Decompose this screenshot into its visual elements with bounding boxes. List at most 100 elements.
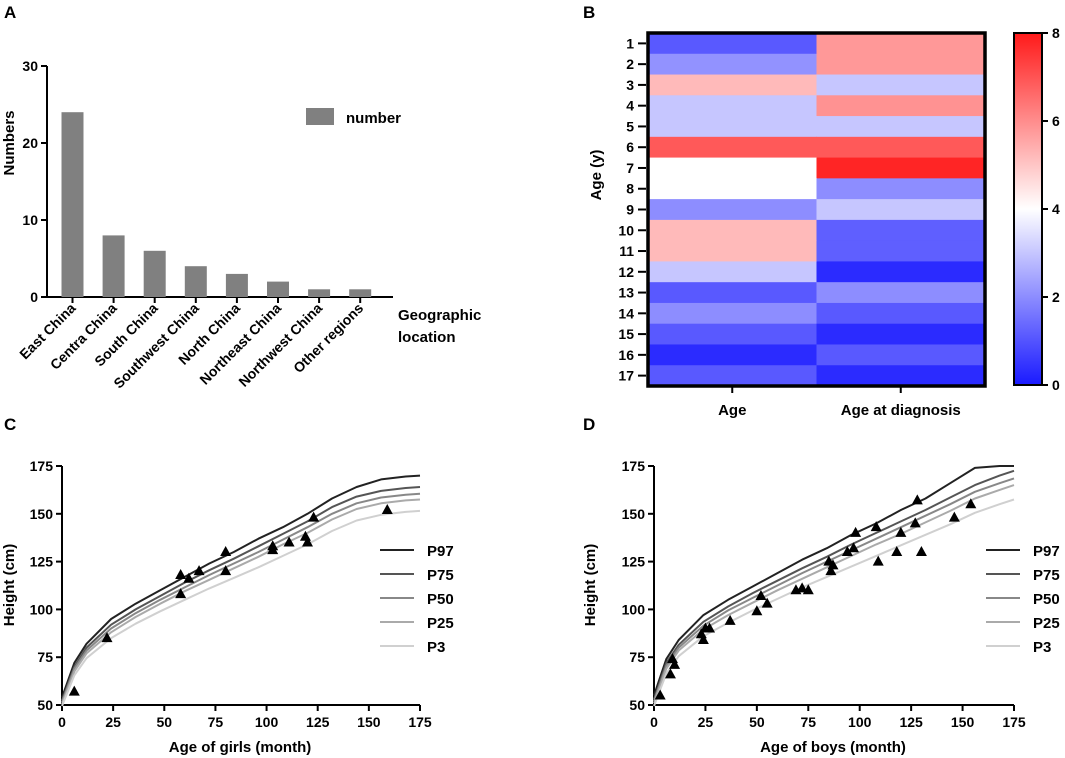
panel-c-data-point — [175, 588, 187, 599]
panel-d-data-point — [724, 614, 736, 625]
panel-b-heatmap-cell — [648, 219, 817, 242]
panel-b-heatmap-cell — [816, 344, 986, 366]
panel-c-data-point — [175, 568, 187, 579]
panel-c-y-tick-label: 75 — [37, 649, 53, 665]
panel-c-data-point — [101, 632, 113, 643]
panel-b-heatmap-cell — [648, 74, 817, 96]
panel-d-y-tick-label: 75 — [629, 649, 645, 665]
panel-d-y-tick-label: 150 — [622, 506, 646, 522]
panel-a-y-tick-label: 10 — [22, 212, 38, 228]
panel-b-heatmap-cell — [816, 136, 986, 159]
panel-c-data-point — [183, 572, 195, 583]
panel-b-row-label: 14 — [618, 305, 634, 321]
panel-c-legend-label-p50: P50 — [427, 591, 454, 608]
panel-b-row-label: 6 — [626, 139, 634, 155]
panel-d-data-point — [965, 498, 977, 509]
panel-c-data-point — [193, 565, 205, 576]
panel-d-data-point — [761, 597, 773, 608]
panel-a-bar — [308, 289, 331, 297]
panel-b-heatmap-cell — [648, 344, 817, 366]
panel-b-colorbar-tick-label: 8 — [1052, 25, 1060, 41]
panel-b-heatmap-cell — [648, 116, 817, 138]
panel-c-x-tick-label: 50 — [156, 714, 172, 730]
panel-a-legend-label: number — [346, 110, 401, 127]
panel-b-heatmap-cell — [816, 157, 986, 179]
panel-d-legend-label-p75: P75 — [1033, 567, 1060, 584]
panel-b-colorbar-ticks: 0 2 4 6 8 — [1042, 25, 1060, 393]
panel-d-y-tick-label: 100 — [622, 601, 646, 617]
panel-d-data-point — [802, 584, 814, 595]
panel-a-y-tick-label: 20 — [22, 135, 38, 151]
panel-d-plot: 50 75 100 125 150 175 0 25 50 75 100 125 150 175 P97 P7… — [622, 458, 1060, 730]
panel-c-legend-label-p75: P75 — [427, 567, 454, 584]
panel-b-row-label: 3 — [626, 77, 634, 93]
panel-c-data-point — [68, 685, 80, 696]
panel-c-line-p50 — [61, 492, 421, 703]
panel-d-y-tick-label: 175 — [622, 458, 646, 474]
panel-d-line-p75 — [653, 469, 1015, 700]
panel-b-row-label: 5 — [626, 118, 634, 134]
panel-b-row-label: 11 — [619, 243, 634, 259]
panel-c-y-tick-label: 125 — [30, 554, 54, 570]
panel-c-x-tick-label: 25 — [105, 714, 121, 730]
panel-d-data-point — [664, 668, 676, 679]
panel-d-data-point — [870, 521, 882, 532]
panel-c-y-tick-label: 150 — [30, 506, 54, 522]
panel-c-plot: 50 75 100 125 150 175 0 25 50 75 100 125 150 175 P97 P7… — [30, 458, 454, 730]
panel-d-data-point — [848, 542, 860, 553]
panel-a-axes — [46, 66, 393, 298]
panel-c-y-tick-label: 50 — [37, 697, 53, 713]
panel-c-legend-label-p25: P25 — [427, 615, 454, 632]
panel-a-bar — [184, 266, 207, 297]
panel-b-heatmap-cell — [648, 365, 817, 387]
panel-b-heatmap-cell — [648, 302, 817, 325]
panel-d-x-tick-label: 100 — [848, 714, 872, 730]
panel-a-bars — [61, 112, 372, 297]
panel-b-heatmap-cell — [816, 74, 986, 96]
panel-b-heatmap-cell — [816, 116, 986, 138]
panel-c-data-point — [220, 565, 232, 576]
panel-c-x-tick-label: 175 — [408, 714, 432, 730]
panel-b-row-label: 4 — [626, 98, 634, 114]
panel-b-colorbar-tick-label: 0 — [1052, 377, 1060, 393]
panel-a-letter: A — [4, 3, 16, 22]
panel-b-heatmap-cell — [648, 261, 817, 283]
panel-c-y-axis-label: Height (cm) — [1, 544, 18, 627]
panel-d-x-tick-label: 50 — [749, 714, 765, 730]
panel-b-heatmap-cell — [816, 302, 986, 325]
panel-b-heatmap-cell — [816, 323, 986, 345]
panel-d-data-point — [825, 565, 837, 576]
panel-d-data-point — [755, 590, 767, 601]
panel-b-column-label: Age at diagnosis — [841, 402, 961, 419]
panel-d-line-p3 — [653, 498, 1015, 707]
panel-b-heatmap-cell — [648, 282, 817, 304]
panel-b-heatmap-cell — [648, 136, 817, 159]
panel-b-heatmap-cell — [816, 219, 986, 242]
panel-b-colorbar — [1013, 32, 1043, 386]
panel-b-heatmap-cell — [648, 178, 817, 200]
panel-a-bar — [225, 273, 248, 297]
panel-a-bar — [102, 235, 125, 297]
panel-b-heatmap-cell — [648, 95, 817, 117]
panel-c-line-p75 — [61, 486, 421, 701]
panel-d-x-tick-label: 175 — [1002, 714, 1026, 730]
panel-b-column-labels: Age Age at diagnosis — [718, 386, 961, 419]
panel-d-data-point — [827, 559, 839, 570]
panel-b-column-label: Age — [718, 402, 746, 419]
panel-c: C 50 75 100 125 150 175 0 25 50 75 100 125 150 175 P97… — [1, 415, 454, 756]
panel-b-heatmap-cell — [816, 95, 986, 117]
panel-b-row-label: 17 — [618, 368, 634, 384]
panel-d-data-point — [895, 526, 907, 537]
panel-d-data-point — [872, 555, 884, 566]
panel-a-y-ticks: 0 10 20 30 — [22, 58, 47, 305]
panel-b-row-label: 13 — [618, 285, 634, 301]
panel-d-legend-label-p3: P3 — [1033, 639, 1051, 656]
panel-d-data-point — [654, 689, 666, 700]
panel-b-row-label: 9 — [626, 202, 634, 218]
panel-a-y-tick-label: 0 — [30, 289, 38, 305]
panel-b-heatmap-cell — [816, 240, 986, 262]
panel-c-x-tick-label: 150 — [357, 714, 381, 730]
panel-a-y-axis-label: Numbers — [1, 110, 18, 175]
